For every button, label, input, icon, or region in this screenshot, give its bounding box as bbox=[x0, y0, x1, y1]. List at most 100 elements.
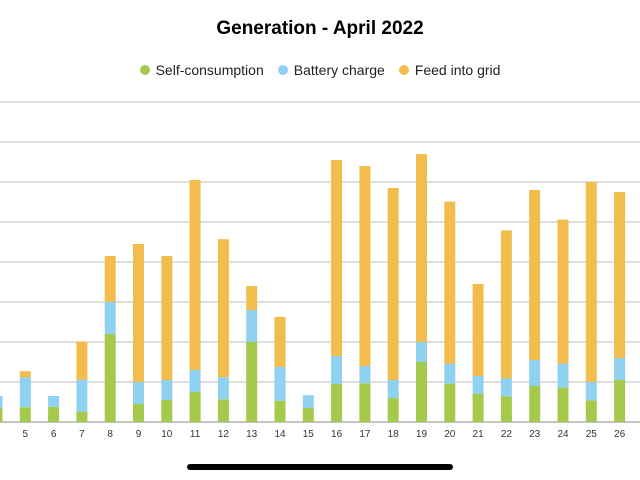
bar-self-consumption-18[interactable] bbox=[387, 398, 399, 422]
x-tick-label: 12 bbox=[218, 429, 230, 440]
x-tick-label: 15 bbox=[303, 429, 315, 440]
bar-self-consumption-13[interactable] bbox=[246, 342, 258, 422]
bar-self-consumption-16[interactable] bbox=[331, 384, 343, 422]
legend-label-self-consumption: Self-consumption bbox=[155, 62, 264, 78]
bar-self-consumption-24[interactable] bbox=[557, 387, 569, 422]
x-tick-label: 11 bbox=[190, 429, 201, 440]
bar-battery-charge-11[interactable] bbox=[189, 370, 201, 392]
bar-feed-into-grid-14[interactable] bbox=[274, 316, 286, 367]
bar-battery-charge-25[interactable] bbox=[585, 382, 597, 401]
bar-feed-into-grid-25[interactable] bbox=[585, 182, 597, 382]
legend-label-battery-charge: Battery charge bbox=[293, 62, 385, 78]
x-tick-label: 21 bbox=[473, 429, 485, 440]
x-tick-label: 8 bbox=[107, 429, 113, 440]
x-tick-label: 13 bbox=[246, 429, 258, 440]
bar-battery-charge-23[interactable] bbox=[529, 360, 541, 386]
x-tick-label: 26 bbox=[614, 429, 626, 440]
bar-feed-into-grid-13[interactable] bbox=[246, 286, 258, 310]
bar-feed-into-grid-10[interactable] bbox=[161, 256, 173, 380]
bar-feed-into-grid-12[interactable] bbox=[217, 239, 229, 378]
x-tick-label: 6 bbox=[51, 429, 57, 440]
bar-battery-charge-21[interactable] bbox=[472, 376, 484, 394]
bar-battery-charge-14[interactable] bbox=[274, 366, 286, 401]
bar-battery-charge-9[interactable] bbox=[133, 382, 144, 404]
bar-battery-charge-22[interactable] bbox=[500, 378, 512, 397]
bar-feed-into-grid-5[interactable] bbox=[19, 371, 31, 378]
bar-battery-charge-6[interactable] bbox=[48, 396, 60, 407]
x-tick-label: 7 bbox=[79, 429, 85, 440]
bar-battery-charge-13[interactable] bbox=[246, 310, 258, 342]
legend-item-feed-into-grid[interactable]: Feed into grid bbox=[398, 62, 501, 78]
bar-feed-into-grid-21[interactable] bbox=[472, 284, 484, 376]
bar-self-consumption-22[interactable] bbox=[500, 396, 512, 422]
bar-battery-charge-18[interactable] bbox=[387, 380, 399, 398]
bar-self-consumption-9[interactable] bbox=[133, 404, 144, 422]
bar-self-consumption-17[interactable] bbox=[359, 383, 371, 422]
x-tick-label: 5 bbox=[23, 429, 29, 440]
bar-self-consumption-23[interactable] bbox=[529, 386, 541, 422]
x-tick-label: 24 bbox=[557, 429, 569, 440]
bar-self-consumption-21[interactable] bbox=[472, 394, 484, 422]
legend-swatch-battery-charge bbox=[277, 65, 288, 75]
x-tick-label: 14 bbox=[274, 429, 286, 440]
bar-self-consumption-4[interactable] bbox=[0, 408, 3, 422]
bar-battery-charge-19[interactable] bbox=[416, 342, 427, 362]
bar-feed-into-grid-11[interactable] bbox=[189, 180, 201, 370]
bar-feed-into-grid-16[interactable] bbox=[331, 160, 343, 356]
x-tick-label: 20 bbox=[444, 429, 456, 440]
legend-label-feed-into-grid: Feed into grid bbox=[414, 62, 501, 78]
bar-self-consumption-19[interactable] bbox=[416, 362, 427, 422]
bar-self-consumption-5[interactable] bbox=[19, 407, 31, 422]
bar-self-consumption-26[interactable] bbox=[614, 380, 626, 422]
bar-self-consumption-7[interactable] bbox=[76, 411, 88, 422]
bar-battery-charge-24[interactable] bbox=[557, 363, 569, 388]
legend-swatch-self-consumption bbox=[139, 65, 150, 75]
chart-legend: Self-consumption Battery charge Feed int… bbox=[0, 62, 640, 78]
bar-feed-into-grid-24[interactable] bbox=[557, 219, 569, 364]
bar-feed-into-grid-19[interactable] bbox=[416, 154, 427, 342]
bar-feed-into-grid-26[interactable] bbox=[614, 192, 626, 358]
bar-self-consumption-20[interactable] bbox=[444, 383, 456, 422]
bar-self-consumption-6[interactable] bbox=[48, 406, 60, 422]
bar-feed-into-grid-23[interactable] bbox=[529, 190, 541, 360]
bar-battery-charge-8[interactable] bbox=[104, 302, 116, 334]
bar-self-consumption-25[interactable] bbox=[585, 400, 597, 422]
bar-battery-charge-12[interactable] bbox=[217, 377, 229, 400]
x-tick-label: 25 bbox=[586, 429, 598, 440]
bar-self-consumption-15[interactable] bbox=[302, 408, 314, 422]
bar-battery-charge-7[interactable] bbox=[76, 379, 88, 412]
bar-feed-into-grid-7[interactable] bbox=[76, 341, 88, 380]
bar-self-consumption-14[interactable] bbox=[274, 400, 286, 422]
bar-feed-into-grid-9[interactable] bbox=[133, 244, 144, 382]
bar-feed-into-grid-18[interactable] bbox=[387, 188, 399, 380]
home-indicator[interactable] bbox=[187, 464, 453, 470]
bar-battery-charge-5[interactable] bbox=[19, 377, 31, 408]
bar-self-consumption-12[interactable] bbox=[217, 399, 229, 422]
x-tick-label: 23 bbox=[529, 429, 541, 440]
legend-item-self-consumption[interactable]: Self-consumption bbox=[139, 62, 264, 78]
x-tick-label: 9 bbox=[136, 429, 142, 440]
bar-feed-into-grid-22[interactable] bbox=[500, 230, 512, 379]
bar-battery-charge-10[interactable] bbox=[161, 380, 173, 400]
x-tick-label: 19 bbox=[416, 429, 428, 440]
x-tick-label: 22 bbox=[501, 429, 513, 440]
bar-self-consumption-8[interactable] bbox=[104, 334, 116, 422]
bar-self-consumption-11[interactable] bbox=[189, 392, 201, 422]
bar-feed-into-grid-17[interactable] bbox=[359, 166, 371, 366]
x-tick-label: 10 bbox=[161, 429, 173, 440]
bar-battery-charge-26[interactable] bbox=[614, 358, 626, 380]
chart-title: Generation - April 2022 bbox=[216, 18, 424, 39]
legend-item-battery-charge[interactable]: Battery charge bbox=[277, 62, 385, 78]
bar-battery-charge-16[interactable] bbox=[331, 356, 343, 384]
bar-battery-charge-15[interactable] bbox=[302, 395, 314, 408]
bar-feed-into-grid-20[interactable] bbox=[444, 201, 456, 364]
bar-battery-charge-17[interactable] bbox=[359, 366, 371, 384]
bar-self-consumption-10[interactable] bbox=[161, 400, 173, 422]
x-tick-label: 16 bbox=[331, 429, 343, 440]
bar-battery-charge-4[interactable] bbox=[0, 396, 3, 408]
legend-swatch-feed-into-grid bbox=[398, 65, 409, 75]
bar-feed-into-grid-8[interactable] bbox=[104, 256, 116, 302]
x-tick-label: 18 bbox=[388, 429, 400, 440]
bar-battery-charge-20[interactable] bbox=[444, 363, 456, 384]
